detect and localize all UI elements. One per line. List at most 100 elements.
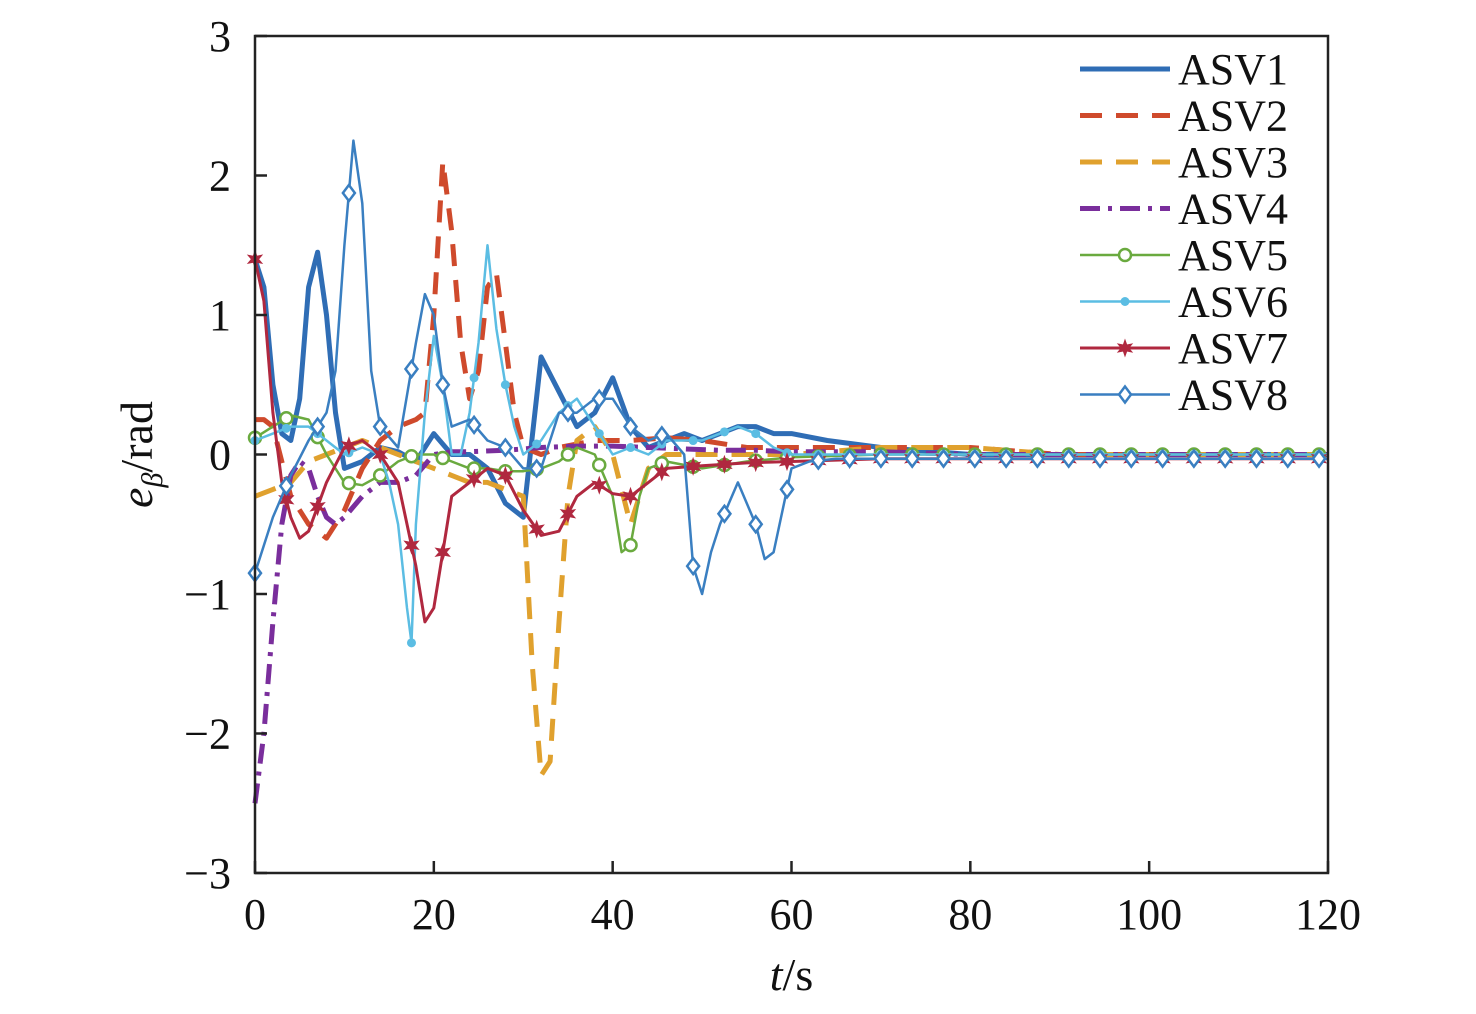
asv6-marker <box>281 423 291 433</box>
asv5-marker <box>560 447 576 462</box>
legend-entry-asv1: ASV1 <box>1080 45 1288 94</box>
x-tick-label: 40 <box>591 890 635 939</box>
asv8-marker <box>1248 448 1265 469</box>
legend-entry-asv7: ASV7 <box>1080 324 1288 373</box>
asv7-marker <box>778 452 796 472</box>
asv7-marker <box>340 436 358 456</box>
asv6-marker <box>500 380 510 390</box>
asv8-marker <box>278 475 294 496</box>
asv8-marker <box>873 448 889 469</box>
y-tick-label: −2 <box>184 710 231 759</box>
asv7-marker <box>309 497 326 517</box>
legend-label: ASV3 <box>1178 138 1288 187</box>
asv8-marker <box>779 479 795 500</box>
asv8-marker <box>716 503 733 524</box>
asv8-marker <box>748 514 764 535</box>
asv8-marker <box>529 458 545 479</box>
x-tick-label: 0 <box>244 890 266 939</box>
y-tick-label: 1 <box>209 291 231 340</box>
asv7-marker <box>590 475 608 495</box>
asv8-marker <box>591 388 607 409</box>
x-tick-label: 80 <box>948 890 992 939</box>
series-line-asv1 <box>252 249 1328 520</box>
asv6-marker <box>688 436 698 446</box>
asv8-marker <box>1123 448 1139 469</box>
asv7-marker <box>278 490 295 510</box>
asv8-marker <box>810 450 826 471</box>
asv7-marker <box>716 454 733 474</box>
asv8-marker <box>842 448 858 469</box>
asv5-marker <box>279 410 294 426</box>
y-axis-title-sub: β <box>136 473 169 489</box>
series-line-asv3 <box>254 424 1328 778</box>
asv8-marker <box>935 448 952 469</box>
legend-entry-asv2: ASV2 <box>1080 92 1288 141</box>
asv7-marker <box>497 465 514 485</box>
x-axis-title-unit: /s <box>783 949 814 1000</box>
legend-asv5-marker <box>1117 247 1133 263</box>
asv8-marker <box>904 448 920 469</box>
asv5-marker <box>592 457 607 473</box>
asv8-marker <box>1061 448 1077 469</box>
asv8-marker <box>435 374 451 395</box>
series-line-asv4 <box>252 443 1328 804</box>
legend-label: ASV6 <box>1178 278 1288 327</box>
asv8-marker <box>560 402 576 423</box>
legend-entry-asv4: ASV4 <box>1080 185 1288 234</box>
legend-asv6-marker <box>1120 297 1130 306</box>
asv8-marker <box>466 414 482 435</box>
legend-label: ASV8 <box>1178 371 1288 420</box>
asv5-marker <box>623 537 638 553</box>
legend-entry-asv3: ASV3 <box>1080 138 1288 187</box>
asv7-marker <box>528 519 545 539</box>
series-asv1 <box>252 249 1328 520</box>
asv8-marker <box>1092 448 1108 469</box>
legend-asv8-marker <box>1117 384 1133 405</box>
series-asv4 <box>252 443 1328 804</box>
asv8-marker <box>403 358 420 380</box>
asv6-marker <box>532 439 542 449</box>
asv8-marker <box>497 437 513 458</box>
series-line-asv8 <box>253 139 1328 596</box>
legend-label: ASV1 <box>1178 45 1288 94</box>
asv5-marker <box>435 450 451 466</box>
legend-label: ASV4 <box>1178 185 1288 234</box>
asv7-marker <box>622 486 639 506</box>
legend-asv7-marker <box>1116 338 1134 358</box>
asv8-marker <box>341 182 357 204</box>
asv7-marker <box>465 469 483 489</box>
tick-layer: 0 20 40 60 80 100 120 −3 −2 −1 0 1 2 3 <box>184 12 1361 939</box>
x-tick-label: 60 <box>770 890 814 939</box>
x-tick-label: 100 <box>1116 890 1182 939</box>
asv8-marker <box>372 416 388 437</box>
series-asv2 <box>255 159 1328 541</box>
y-tick-label: −1 <box>184 570 231 619</box>
asv8-marker <box>622 416 639 437</box>
asv6-marker <box>469 373 479 383</box>
legend-entry-asv6: ASV6 <box>1080 278 1288 327</box>
x-axis-title: t/s <box>770 949 813 1000</box>
legend-label: ASV7 <box>1178 324 1288 373</box>
legend-label: ASV5 <box>1178 231 1288 280</box>
asv8-marker <box>1029 448 1045 469</box>
y-axis-title: eβ/rad <box>111 401 169 508</box>
y-tick-label: 3 <box>209 12 231 61</box>
asv6-marker <box>626 443 636 453</box>
y-axis-title-unit: /rad <box>111 401 162 473</box>
asv7-marker <box>371 444 389 465</box>
y-tick-label: 2 <box>209 152 231 201</box>
series-layer <box>246 139 1328 804</box>
asv8-marker <box>998 448 1014 469</box>
asv8-marker <box>967 448 983 469</box>
asv5-marker <box>341 475 357 491</box>
asv8-marker <box>1311 448 1327 469</box>
y-tick-label: 0 <box>209 431 231 480</box>
asv8-marker <box>1155 448 1171 469</box>
asv8-marker <box>1217 448 1233 469</box>
asv7-marker <box>747 453 765 473</box>
asv5-marker <box>404 448 419 464</box>
x-tick-label: 120 <box>1295 890 1361 939</box>
